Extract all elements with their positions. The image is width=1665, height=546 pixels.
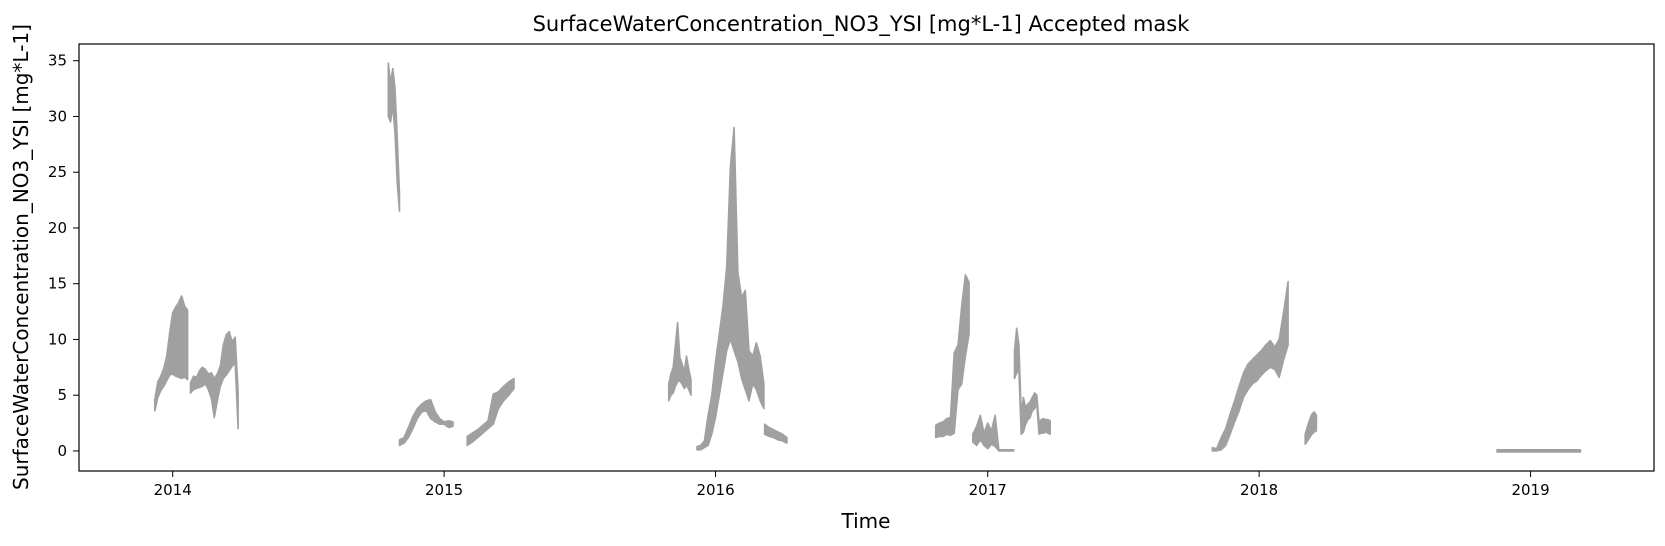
x-tick-label: 2016 bbox=[696, 481, 734, 499]
series-segment-10 bbox=[971, 414, 1015, 452]
y-tick-label: 25 bbox=[48, 163, 67, 181]
y-tick-label: 10 bbox=[48, 330, 67, 348]
y-tick-label: 30 bbox=[48, 107, 67, 125]
x-axis: 2014 2015 2016 2017 2018 2019 bbox=[154, 471, 1550, 499]
series-segment-1 bbox=[154, 295, 189, 412]
x-tick-label: 2018 bbox=[1240, 481, 1278, 499]
x-tick-label: 2019 bbox=[1511, 481, 1549, 499]
y-tick-label: 5 bbox=[57, 386, 67, 404]
y-tick-label: 0 bbox=[57, 442, 67, 460]
series-segment-2 bbox=[189, 330, 239, 430]
x-axis-label: Time bbox=[841, 509, 891, 533]
plot-area bbox=[154, 62, 1582, 453]
series-segment-8 bbox=[763, 423, 788, 444]
series-segment-6 bbox=[667, 321, 692, 402]
series-segment-5 bbox=[466, 377, 515, 447]
y-axis-label: SurfaceWaterConcentration_NO3_YSI [mg*L-… bbox=[9, 24, 33, 490]
series-segment-12 bbox=[1211, 280, 1289, 452]
series-segment-3 bbox=[387, 62, 401, 212]
series-segment-7 bbox=[696, 126, 765, 451]
series-segment-9 bbox=[934, 273, 970, 439]
x-tick-label: 2015 bbox=[425, 481, 463, 499]
series-segment-4 bbox=[398, 398, 454, 447]
series-segment-13 bbox=[1304, 411, 1318, 446]
y-axis: 0 5 10 15 20 25 30 35 bbox=[48, 52, 79, 460]
x-tick-label: 2017 bbox=[969, 481, 1007, 499]
chart-title: SurfaceWaterConcentration_NO3_YSI [mg*L-… bbox=[533, 12, 1191, 37]
y-tick-label: 35 bbox=[48, 52, 67, 70]
x-tick-label: 2014 bbox=[154, 481, 192, 499]
plot-frame bbox=[78, 43, 1655, 472]
series-segment-11 bbox=[1013, 327, 1051, 436]
y-tick-label: 15 bbox=[48, 275, 67, 293]
series-segment-14 bbox=[1496, 448, 1582, 453]
y-tick-label: 20 bbox=[48, 219, 67, 237]
